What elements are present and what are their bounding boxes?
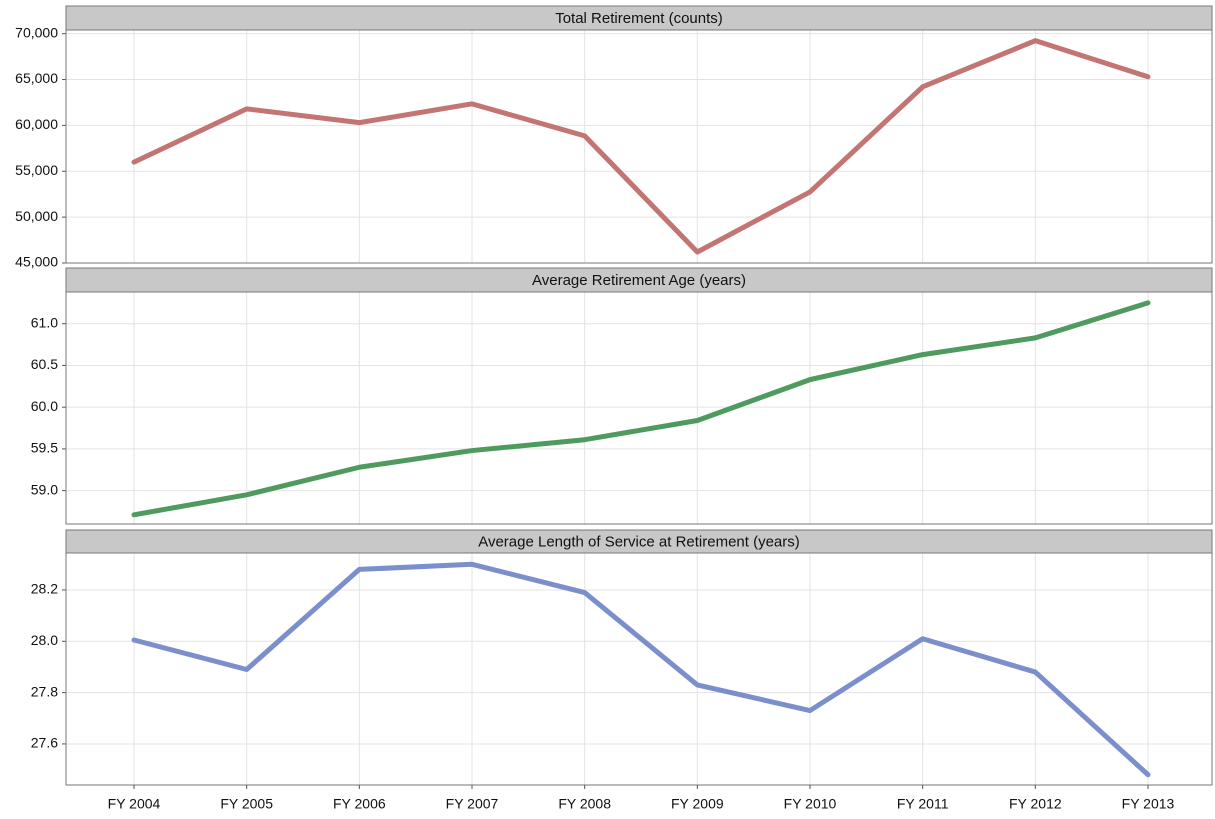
y-tick-label: 59.5: [31, 440, 58, 456]
x-tick-label: FY 2010: [784, 796, 837, 812]
y-tick-label: 70,000: [15, 24, 58, 40]
x-tick-label: FY 2005: [220, 796, 273, 812]
x-tick-label: FY 2012: [1009, 796, 1062, 812]
x-tick-label: FY 2004: [108, 796, 161, 812]
y-tick-label: 65,000: [15, 70, 58, 86]
y-tick-label: 27.6: [31, 735, 58, 751]
y-tick-label: 60.0: [31, 398, 58, 414]
strip-title: Average Length of Service at Retirement …: [478, 533, 800, 550]
y-tick-label: 28.0: [31, 632, 58, 648]
y-tick-label: 60,000: [15, 116, 58, 132]
strip-title: Average Retirement Age (years): [532, 272, 746, 289]
strip-background: [65, 529, 1213, 554]
plot-background: [66, 292, 1212, 524]
x-tick-label: FY 2013: [1122, 796, 1175, 812]
strip-background: [65, 267, 1213, 293]
strip-background: [65, 5, 1213, 31]
y-tick-label: 60.5: [31, 356, 58, 372]
x-tick-label: FY 2008: [558, 796, 611, 812]
y-tick-label: 59.0: [31, 481, 58, 497]
y-tick-label: 28.2: [31, 581, 58, 597]
strip-title: Total Retirement (counts): [555, 10, 723, 27]
x-tick-label: FY 2009: [671, 796, 724, 812]
data-line: [131, 38, 1151, 255]
x-tick-label: FY 2011: [897, 796, 949, 812]
x-tick-label: FY 2007: [446, 796, 499, 812]
y-tick-label: 61.0: [31, 314, 58, 330]
plot-background: [66, 30, 1212, 263]
y-tick-label: 45,000: [15, 254, 58, 270]
y-tick-label: 50,000: [15, 208, 58, 224]
y-tick-label: 55,000: [15, 162, 58, 178]
data-line: [131, 561, 1151, 778]
y-tick-label: 27.8: [31, 683, 58, 699]
x-tick-label: FY 2006: [333, 796, 386, 812]
data-line: [131, 300, 1151, 518]
